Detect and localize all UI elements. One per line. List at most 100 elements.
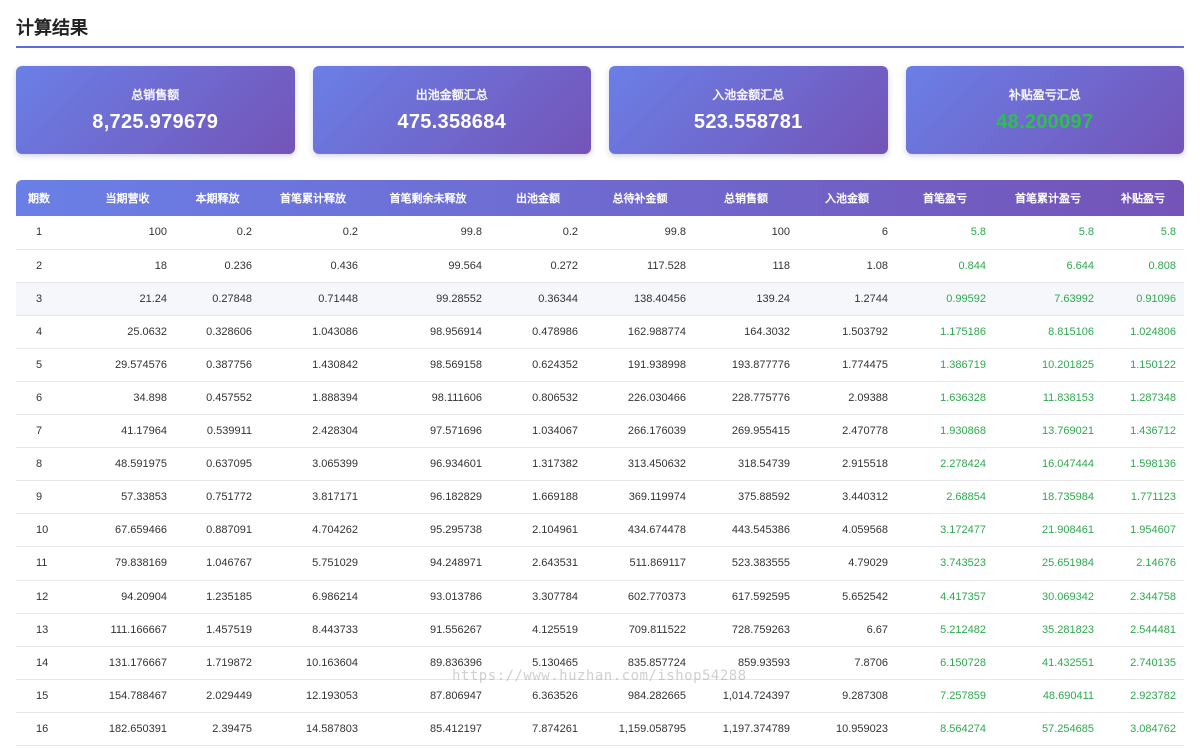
table-cell: 1,197.374789 [722,722,790,735]
card-label: 总销售额 [131,88,180,102]
table-cell: 96.182829 [430,491,482,504]
table-cell: 375.88592 [738,491,790,504]
table-cell: 14.587803 [306,722,358,735]
table-cell: 2.68854 [946,491,986,504]
table-cell: 4.704262 [312,524,358,537]
table-cell: 369.119974 [628,491,686,504]
table-cell: 0.478986 [532,325,578,338]
table-row: 15 154.788467 2.029449 12.193053 87.806947 6.… [16,679,1184,713]
card-label: 补贴盈亏汇总 [1008,88,1081,102]
table-cell: 0.272 [550,259,578,272]
table-cell: 1.954607 [1130,524,1176,537]
table-cell: 95.295738 [430,524,482,537]
table-cell: 226.030466 [627,392,686,405]
table-cell: 25.651984 [1042,557,1094,570]
table-cell: 1.598136 [1130,458,1176,471]
table-cell: 3.084762 [1130,722,1176,735]
table-cell: 29.574576 [115,358,167,371]
table-cell: 2.278424 [940,458,986,471]
table-cell: 617.592595 [731,590,790,603]
column-header: 出池金额 [516,193,560,205]
table-cell: 48.690411 [1042,689,1094,702]
table-cell: 21.908461 [1042,524,1094,537]
table-cell: 1 [36,226,43,239]
table-cell: 8 [36,458,43,471]
table-cell: 4.059568 [842,524,888,537]
table-cell: 1.669188 [532,491,578,504]
table-cell: 6.150728 [940,656,986,669]
table-cell: 0.806532 [532,392,578,405]
table-cell: 0.328606 [206,325,252,338]
table-cell: 2.740135 [1130,656,1176,669]
table-row: 10 67.659466 0.887091 4.704262 95.295738 2.10… [16,514,1184,547]
table-cell: 41.17964 [121,425,167,438]
table-cell: 98.111606 [431,392,482,405]
table-cell: 2.923782 [1130,689,1176,702]
table-cell: 4.417357 [940,590,986,603]
column-header: 期数 [28,193,50,205]
table-cell: 4.79029 [848,557,888,570]
table-cell: 5.751029 [312,557,358,570]
table-cell: 99.564 [448,259,482,272]
table-cell: 2.104961 [532,524,578,537]
table-cell: 6 [881,226,888,239]
table-cell: 7.257859 [940,689,986,702]
table-cell: 8.564274 [940,722,986,735]
table-cell: 0.844 [958,259,986,272]
table-cell: 89.836396 [430,656,482,669]
table-cell: 1,014.724397 [722,689,790,702]
page-header: 计算结果 [16,16,1184,48]
page-title: 计算结果 [16,18,88,38]
table-cell: 5.8 [970,226,986,239]
table-row: 16 182.650391 2.39475 14.587803 85.412197 7.8… [16,712,1184,746]
table-cell: 10 [36,524,49,537]
table-cell: 2.029449 [206,689,252,702]
card-value: 475.358684 [397,111,507,133]
table-cell: 0.91096 [1136,292,1176,305]
table-cell: 0.36344 [538,292,578,305]
table-cell: 118 [772,259,790,272]
table-cell: 139.24 [756,292,790,305]
table-cell: 0.457552 [206,392,252,405]
table-cell: 0.751772 [206,491,252,504]
table-cell: 34.898 [133,392,167,405]
table-cell: 2.428304 [312,425,358,438]
table-cell: 3.440312 [842,491,888,504]
table-header-row: 期数 当期营收 本期释放 首笔累计释放 首笔剩余未释放 出池金额 总待补金额 总销售额 入池金额… [16,180,1184,216]
table-cell: 602.770373 [627,590,686,603]
table-cell: 100 [771,226,790,239]
table-cell: 48.591975 [115,458,167,471]
card-value: 48.200097 [996,111,1094,133]
table-cell: 228.775776 [731,392,790,405]
table-cell: 266.176039 [627,425,686,438]
table-row: 11 79.838169 1.046767 5.751029 94.248971 2.64… [16,547,1184,581]
summary-cards: 总销售额 8,725.979679 出池金额汇总 475.358684 入池金额… [16,66,1184,154]
table-cell: 10.163604 [306,656,358,669]
table-cell: 709.811522 [628,623,686,636]
table-cell: 93.013786 [430,590,482,603]
table-cell: 1.774475 [842,358,888,371]
table-cell: 57.33853 [121,491,167,504]
column-header: 总销售额 [724,193,768,205]
table-cell: 79.838169 [115,557,167,570]
table-cell: 0.2 [342,226,358,239]
table-cell: 1.043086 [312,325,358,338]
card-pool-out-total: 出池金额汇总 475.358684 [312,66,591,154]
table-cell: 0.387756 [206,358,252,371]
column-header: 总待补金额 [612,193,668,205]
table-cell: 18.735984 [1042,491,1094,504]
table-cell: 728.759263 [731,623,790,636]
table-cell: 2.344758 [1130,590,1176,603]
table-cell: 10.959023 [836,722,888,735]
table-row: 13 111.166667 1.457519 8.443733 91.556267 4.1… [16,613,1184,647]
table-row: 14 131.176667 1.719872 10.163604 89.836396 5.… [16,646,1184,680]
table-cell: 91.556267 [430,623,482,636]
table-cell: 85.412197 [430,722,482,735]
table-cell: 1.2744 [854,292,888,305]
table-cell: 835.857724 [627,656,686,669]
card-subsidy-pnl-total: 补贴盈亏汇总 48.200097 [905,66,1184,154]
table-cell: 5.8 [1078,226,1094,239]
table-row: 1 100 0.2 0.2 99.8 0.2 99.8 100 6 5.8 5.8 5.8 [16,216,1184,250]
table-cell: 1.287348 [1130,392,1176,405]
table-cell: 1.436712 [1130,425,1176,438]
